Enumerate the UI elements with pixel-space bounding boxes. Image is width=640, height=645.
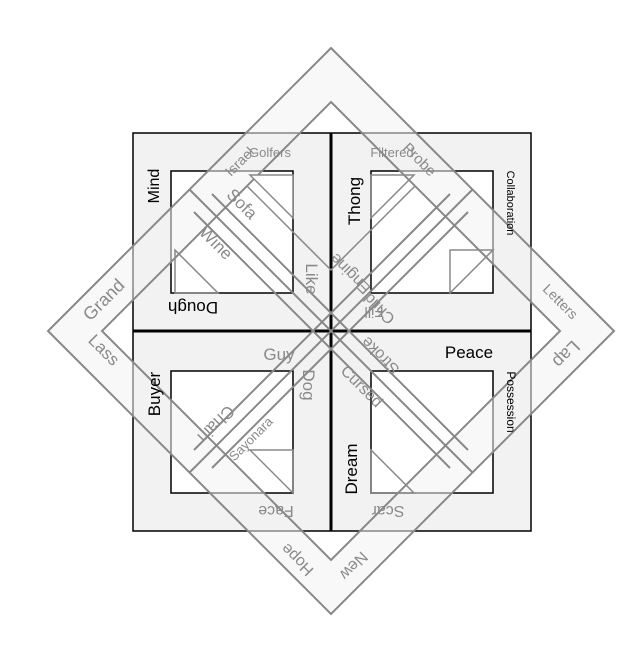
label-face: Face [258, 502, 294, 519]
window-bottom-left [248, 449, 294, 495]
label-like: Like [302, 263, 321, 294]
label-dog: Dog [299, 369, 318, 400]
label-possession: Possession [504, 371, 518, 432]
window-left-mid [174, 248, 220, 294]
band-diagonal-2 [188, 188, 474, 474]
band-diagonal-5 [193, 193, 451, 451]
label-mind: Mind [146, 169, 163, 204]
label-guy: Guy [263, 345, 295, 364]
label-golfers: Golfers [249, 145, 291, 160]
band-diagonal-6 [211, 211, 469, 469]
diamond-frame [46, 46, 616, 616]
label-scar: Scar [371, 502, 405, 519]
label-dough: Dough [168, 298, 218, 317]
label-peace: Peace [445, 343, 493, 362]
window-top-right [370, 174, 416, 220]
window-top-left [248, 174, 294, 220]
label-fill: Fill [364, 303, 383, 320]
label-filtered: Filtered [370, 145, 413, 160]
window-right-mid [449, 249, 495, 295]
label-dream: Dream [342, 443, 361, 494]
label-chain: Chain [193, 401, 238, 446]
diamond-window-top [245, 100, 417, 272]
band-diagonal-3 [193, 211, 451, 469]
label-buyer: Buyer [145, 371, 164, 416]
label-collaboration: Collaboration [504, 171, 516, 236]
band-diagonal-4 [211, 193, 469, 451]
label-thong: Thong [345, 177, 364, 225]
window-bottom-right [370, 448, 416, 494]
